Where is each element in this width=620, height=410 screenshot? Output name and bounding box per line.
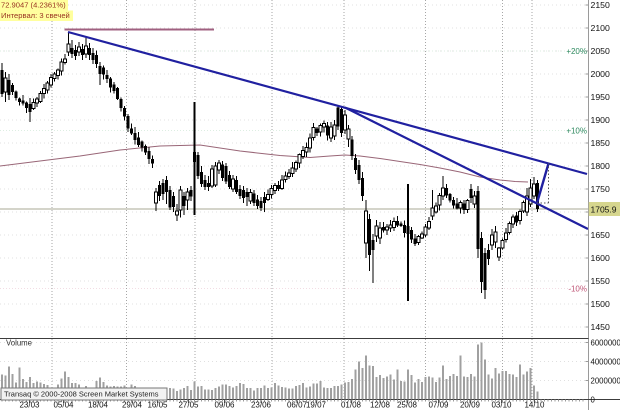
svg-text:25/08: 25/08 (397, 401, 418, 410)
svg-text:1650: 1650 (591, 230, 610, 240)
svg-text:Transaq © 2000-2008 Screen Mar: Transaq © 2000-2008 Screen Market System… (4, 390, 159, 399)
svg-text:20/09: 20/09 (460, 401, 481, 410)
svg-text:06/07: 06/07 (287, 401, 308, 410)
svg-text:23/06: 23/06 (251, 401, 272, 410)
svg-text:09/06: 09/06 (214, 401, 235, 410)
svg-text:1600: 1600 (591, 253, 610, 263)
svg-text:18/04: 18/04 (88, 401, 109, 410)
svg-text:23/03: 23/03 (19, 401, 40, 410)
svg-text:2050: 2050 (591, 46, 610, 56)
svg-text:1750: 1750 (591, 184, 610, 194)
svg-text:+10%: +10% (566, 127, 587, 136)
svg-text:1550: 1550 (591, 276, 610, 286)
svg-text:Volume: Volume (6, 339, 32, 348)
svg-text:05/04: 05/04 (53, 401, 74, 410)
svg-text:72.9047 (4.2361%): 72.9047 (4.2361%) (1, 1, 66, 10)
svg-text:2000000: 2000000 (591, 377, 620, 386)
svg-text:4000000: 4000000 (591, 358, 620, 367)
svg-text:19/07: 19/07 (306, 401, 327, 410)
svg-text:1900: 1900 (591, 115, 610, 125)
svg-text:1950: 1950 (591, 92, 610, 102)
svg-text:03/10: 03/10 (491, 401, 512, 410)
svg-text:27/05: 27/05 (178, 401, 199, 410)
svg-text:29/04: 29/04 (122, 401, 143, 410)
svg-text:12/08: 12/08 (370, 401, 391, 410)
svg-text:2000: 2000 (591, 69, 610, 79)
svg-text:16/05: 16/05 (147, 401, 168, 410)
svg-text:1850: 1850 (591, 138, 610, 148)
svg-text:01/08: 01/08 (341, 401, 362, 410)
svg-text:1705.9: 1705.9 (591, 205, 617, 215)
svg-text:0: 0 (591, 396, 596, 405)
svg-text:1500: 1500 (591, 299, 610, 309)
svg-text:14/10: 14/10 (524, 401, 545, 410)
svg-text:+20%: +20% (566, 47, 587, 56)
svg-text:2100: 2100 (591, 23, 610, 33)
svg-text:Интервал: 3 свечей: Интервал: 3 свечей (1, 11, 70, 20)
svg-text:1450: 1450 (591, 322, 610, 332)
svg-text:1800: 1800 (591, 161, 610, 171)
svg-text:07/09: 07/09 (428, 401, 449, 410)
svg-text:-10%: -10% (568, 285, 587, 294)
svg-text:2150: 2150 (591, 0, 610, 10)
svg-text:6000000: 6000000 (591, 339, 620, 348)
